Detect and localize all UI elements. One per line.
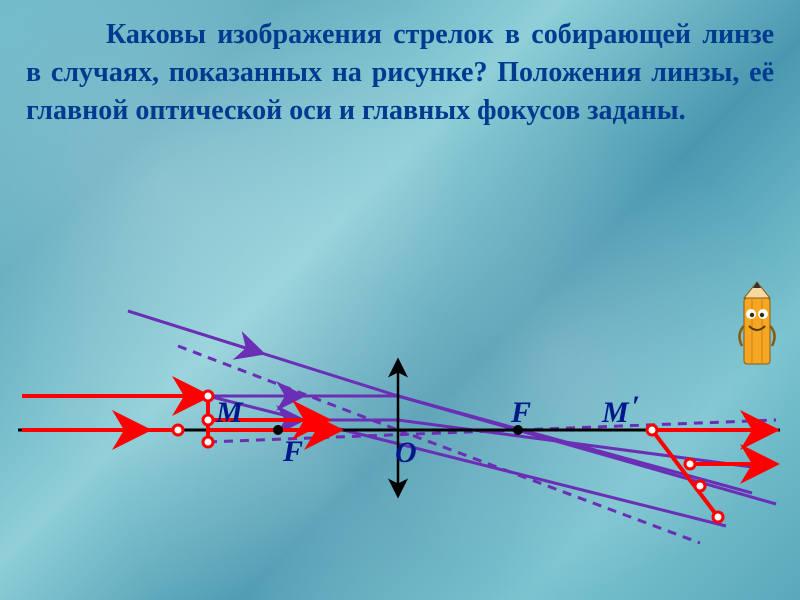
- svg-text:′: ′: [632, 390, 640, 423]
- problem-text: Каковы изображения стрелок в собирающей …: [26, 16, 774, 129]
- construction-rays-dashed: [178, 346, 776, 543]
- svg-text:M: M: [601, 396, 630, 429]
- pencil-mascot: [734, 280, 780, 370]
- svg-text:F: F: [282, 435, 303, 468]
- svg-text:F: F: [510, 396, 531, 429]
- problem-text-content: Каковы изображения стрелок в собирающей …: [26, 19, 774, 126]
- optics-diagram: MFOFM′: [0, 268, 800, 600]
- svg-text:O: O: [395, 436, 417, 469]
- svg-text:M: M: [215, 396, 244, 429]
